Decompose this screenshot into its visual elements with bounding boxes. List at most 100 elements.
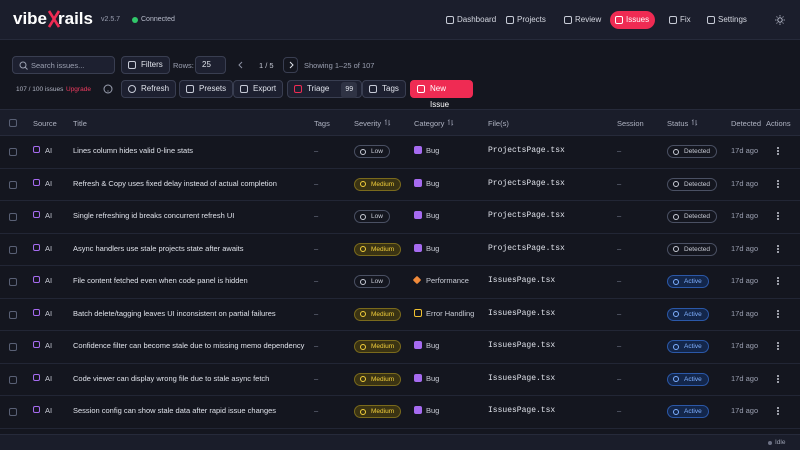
category-label: Error Handling bbox=[426, 308, 475, 318]
action-dot bbox=[777, 377, 779, 380]
row-checkbox[interactable] bbox=[9, 278, 17, 286]
title: Batch delete/tagging leaves UI inconsist… bbox=[73, 308, 276, 318]
row-checkbox[interactable] bbox=[9, 213, 17, 221]
status-bar: Idle bbox=[0, 434, 800, 450]
action-dot bbox=[777, 212, 779, 214]
nav-icon bbox=[669, 16, 677, 24]
source-label: AI bbox=[45, 373, 53, 383]
sort-icon[interactable] bbox=[691, 119, 698, 126]
row-checkbox[interactable] bbox=[9, 180, 17, 189]
status-badge: Active bbox=[667, 307, 709, 321]
file: IssuesPage.tsx bbox=[488, 308, 556, 318]
presets-button[interactable]: Presets bbox=[179, 80, 234, 98]
row-checkbox[interactable] bbox=[9, 408, 17, 416]
detected: 17d ago bbox=[731, 243, 759, 253]
status-badge: Detected bbox=[667, 145, 718, 158]
severity-label: Low bbox=[371, 213, 383, 220]
column-header: Source bbox=[33, 119, 57, 128]
nav-label: Dashboard bbox=[457, 15, 497, 24]
severity-icon bbox=[360, 408, 366, 415]
issue-row[interactable]: AI Lines column hides valid 0-line stats –… bbox=[0, 136, 800, 169]
action-dot bbox=[777, 342, 779, 344]
help-icon[interactable] bbox=[103, 84, 113, 94]
refresh-button[interactable]: Refresh bbox=[121, 80, 177, 98]
category-label: Bug bbox=[426, 146, 440, 155]
top-bar: vibe rails v2.5.7 Connected Dashboard Pro… bbox=[0, 0, 800, 40]
issue-row[interactable]: AI Async handlers use stale projects stat… bbox=[0, 234, 800, 266]
next-page[interactable] bbox=[283, 57, 298, 73]
issue-row[interactable]: AI Refresh & Copy uses fixed delay instea… bbox=[0, 169, 800, 201]
search-box[interactable]: Search issues... bbox=[12, 56, 115, 74]
issue-row[interactable]: AI Single refreshing id breaks concurrent… bbox=[0, 201, 800, 234]
severity-icon bbox=[360, 376, 366, 382]
row-checkbox[interactable] bbox=[9, 245, 17, 254]
prev-page[interactable] bbox=[238, 61, 244, 69]
title: Lines column hides valid 0-line stats bbox=[73, 146, 194, 155]
new-issue-button[interactable]: New Issue bbox=[410, 80, 473, 109]
row-checkbox[interactable] bbox=[9, 148, 17, 156]
column-header[interactable]: Severity bbox=[354, 119, 391, 128]
severity-icon bbox=[360, 181, 366, 187]
nav-item[interactable]: Settings bbox=[702, 11, 753, 29]
issue-row[interactable]: AI Session config can show stale data aft… bbox=[0, 396, 800, 429]
source: AI bbox=[33, 276, 52, 285]
select-all[interactable] bbox=[9, 119, 17, 127]
category-icon bbox=[414, 308, 422, 317]
label: Export bbox=[253, 84, 277, 93]
severity-icon bbox=[360, 343, 366, 350]
export-button[interactable]: Export bbox=[233, 80, 284, 98]
nav-item[interactable]: Projects bbox=[501, 11, 552, 29]
triage-button[interactable]: Triage 99 bbox=[287, 80, 363, 98]
row-checkbox[interactable] bbox=[9, 375, 17, 384]
status-label: Active bbox=[684, 343, 702, 350]
severity-icon bbox=[360, 148, 366, 155]
severity-label: Medium bbox=[371, 310, 395, 318]
sort-icon[interactable] bbox=[384, 119, 391, 126]
column-label: Severity bbox=[354, 119, 382, 128]
tags: – bbox=[314, 146, 319, 155]
source-label: AI bbox=[45, 178, 53, 188]
action-dot bbox=[777, 312, 779, 315]
tags: – bbox=[314, 406, 319, 415]
column-header[interactable]: Category bbox=[414, 119, 454, 128]
category-icon bbox=[414, 373, 422, 382]
file: ProjectsPage.tsx bbox=[488, 146, 565, 155]
nav-item[interactable]: Fix bbox=[664, 11, 697, 29]
upgrade-link[interactable]: Upgrade bbox=[66, 86, 91, 93]
severity-badge: Medium bbox=[354, 372, 402, 386]
idle-dot bbox=[768, 441, 772, 445]
sort-icon[interactable] bbox=[447, 119, 454, 126]
status-icon bbox=[673, 148, 679, 155]
showing-count: Showing 1–25 of 107 bbox=[304, 61, 375, 70]
severity-label: Medium bbox=[371, 343, 395, 350]
severity-badge: Medium bbox=[354, 405, 402, 418]
tags-button[interactable]: Tags bbox=[362, 80, 406, 98]
column-header: Detected bbox=[731, 119, 761, 128]
filters-button[interactable]: Filters bbox=[121, 56, 170, 74]
file: IssuesPage.tsx bbox=[488, 341, 556, 350]
nav-item[interactable]: Issues bbox=[610, 11, 656, 29]
column-label: Session bbox=[617, 119, 644, 128]
rows-value: 25 bbox=[202, 60, 211, 69]
action-dot bbox=[777, 153, 779, 155]
category-label: Bug bbox=[426, 243, 440, 253]
row-checkbox[interactable] bbox=[9, 310, 17, 319]
nav-item[interactable]: Review bbox=[559, 11, 607, 29]
nav-icon bbox=[615, 16, 623, 24]
nav-item[interactable]: Dashboard bbox=[441, 11, 502, 29]
source-icon bbox=[33, 276, 40, 283]
rows-select[interactable]: 25 bbox=[195, 56, 226, 74]
issue-row[interactable]: AI Batch delete/tagging leaves UI inconsi… bbox=[0, 299, 800, 331]
column-header[interactable]: Status bbox=[667, 119, 698, 128]
column-label: Tags bbox=[314, 119, 330, 128]
action-dot bbox=[777, 380, 779, 383]
issue-row[interactable]: AI Confidence filter can become stale due… bbox=[0, 331, 800, 364]
category-icon bbox=[414, 178, 422, 187]
theme-toggle[interactable] bbox=[775, 15, 785, 25]
status-label: Active bbox=[684, 278, 702, 285]
row-checkbox[interactable] bbox=[9, 343, 17, 351]
issue-row[interactable]: AI Code viewer can display wrong file due… bbox=[0, 364, 800, 396]
issue-row[interactable]: AI File content fetched even when code pa… bbox=[0, 266, 800, 299]
session: – bbox=[617, 406, 622, 415]
category-label: Bug bbox=[426, 341, 440, 350]
